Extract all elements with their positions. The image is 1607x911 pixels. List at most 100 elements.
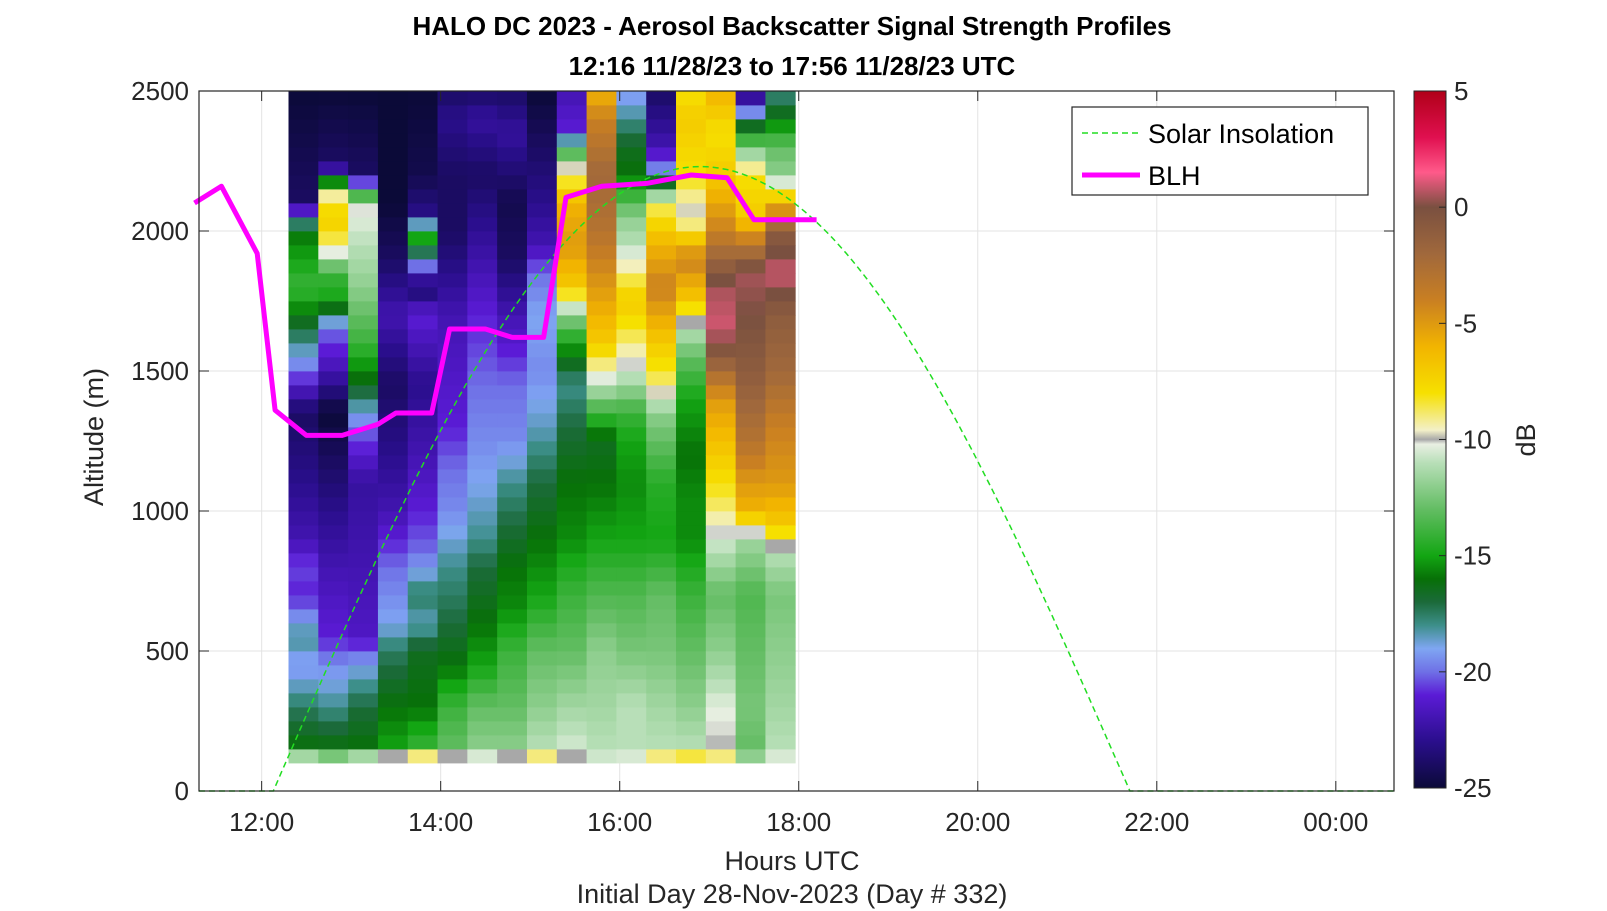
heatmap-cell xyxy=(616,455,647,470)
heatmap-cell xyxy=(616,413,647,428)
heatmap-cell xyxy=(586,721,617,736)
heatmap-cell xyxy=(646,609,677,624)
heatmap-cell xyxy=(526,343,558,358)
heatmap-cell xyxy=(318,623,349,638)
heatmap-cell xyxy=(377,749,409,764)
heatmap-cell xyxy=(735,721,766,736)
heatmap-cell xyxy=(288,245,319,260)
heatmap-cell xyxy=(586,679,617,694)
heatmap-cell xyxy=(467,385,498,400)
heatmap-cell xyxy=(676,133,707,148)
heatmap-cell xyxy=(348,105,379,120)
heatmap-cell xyxy=(467,441,498,456)
heatmap-cell xyxy=(377,357,409,372)
heatmap-cell xyxy=(616,581,647,596)
y-tick-label: 0 xyxy=(175,776,189,806)
heatmap-cell xyxy=(765,413,796,428)
heatmap-cell xyxy=(616,553,647,568)
heatmap-cell xyxy=(497,511,528,526)
heatmap-cell xyxy=(705,553,737,568)
y-tick-label: 1000 xyxy=(131,496,189,526)
heatmap-cell xyxy=(407,483,438,498)
heatmap-cell xyxy=(676,371,707,386)
heatmap-cell xyxy=(616,469,647,484)
heatmap-cell xyxy=(735,371,766,386)
heatmap-cell xyxy=(437,665,468,680)
heatmap-cell xyxy=(616,385,647,400)
heatmap-cell xyxy=(735,469,766,484)
heatmap-cell xyxy=(437,735,468,750)
heatmap-cell xyxy=(348,91,379,106)
heatmap-cell xyxy=(586,581,617,596)
heatmap-cell xyxy=(646,483,677,498)
heatmap-cell xyxy=(288,693,319,708)
heatmap-cell xyxy=(556,735,587,750)
heatmap-cell xyxy=(437,651,468,666)
heatmap-cell xyxy=(407,721,438,736)
heatmap-cell xyxy=(646,525,677,540)
heatmap-cell xyxy=(646,721,677,736)
heatmap-cell xyxy=(556,581,587,596)
heatmap-cell xyxy=(437,119,468,134)
heatmap-cell xyxy=(586,119,617,134)
heatmap-cell xyxy=(765,567,796,582)
heatmap-cell xyxy=(288,119,319,134)
heatmap-cell xyxy=(556,91,587,106)
heatmap-cell xyxy=(377,483,409,498)
heatmap-cell xyxy=(377,567,409,582)
heatmap-cell xyxy=(556,343,587,358)
heatmap-cell xyxy=(616,735,647,750)
heatmap-cell xyxy=(288,301,319,316)
heatmap-cell xyxy=(467,287,498,302)
heatmap-cell xyxy=(556,105,587,120)
heatmap-cell xyxy=(705,651,737,666)
heatmap-cell xyxy=(348,637,379,652)
heatmap-cell xyxy=(646,651,677,666)
heatmap-cell xyxy=(765,525,796,540)
heatmap-cell xyxy=(526,469,558,484)
colorbar-tick-label: -20 xyxy=(1454,657,1492,687)
heatmap-cell xyxy=(646,231,677,246)
heatmap-cell xyxy=(497,637,528,652)
heatmap-cell xyxy=(735,581,766,596)
heatmap-cell xyxy=(288,679,319,694)
heatmap-cell xyxy=(646,273,677,288)
heatmap-cell xyxy=(735,427,766,442)
x-tick-label: 16:00 xyxy=(587,807,652,837)
heatmap-cell xyxy=(348,175,379,190)
heatmap-cell xyxy=(676,413,707,428)
heatmap-cell xyxy=(705,329,737,344)
heatmap-cell xyxy=(318,483,349,498)
heatmap-cell xyxy=(765,609,796,624)
heatmap-cell xyxy=(586,133,617,148)
heatmap-cell xyxy=(407,525,438,540)
heatmap-cell xyxy=(348,357,379,372)
heatmap-cell xyxy=(377,385,409,400)
heatmap-cell xyxy=(735,259,766,274)
heatmap-cell xyxy=(348,665,379,680)
heatmap-cell xyxy=(646,637,677,652)
heatmap-cell xyxy=(437,371,468,386)
heatmap-cell xyxy=(318,651,349,666)
heatmap-cell xyxy=(616,287,647,302)
heatmap-cell xyxy=(586,427,617,442)
heatmap-cell xyxy=(586,231,617,246)
heatmap-cell xyxy=(526,301,558,316)
heatmap-cell xyxy=(437,609,468,624)
heatmap-cell xyxy=(705,231,737,246)
heatmap-cell xyxy=(556,637,587,652)
heatmap-cell xyxy=(407,161,438,176)
heatmap-cell xyxy=(467,749,498,764)
heatmap-cell xyxy=(377,105,409,120)
heatmap-cell xyxy=(646,497,677,512)
heatmap-cell xyxy=(437,637,468,652)
heatmap-cell xyxy=(765,273,796,288)
heatmap-cell xyxy=(526,427,558,442)
heatmap-cell xyxy=(437,133,468,148)
heatmap-cell xyxy=(765,385,796,400)
heatmap-cell xyxy=(318,357,349,372)
heatmap-cell xyxy=(676,231,707,246)
heatmap-cell xyxy=(676,497,707,512)
heatmap-cell xyxy=(467,665,498,680)
heatmap-cell xyxy=(616,441,647,456)
